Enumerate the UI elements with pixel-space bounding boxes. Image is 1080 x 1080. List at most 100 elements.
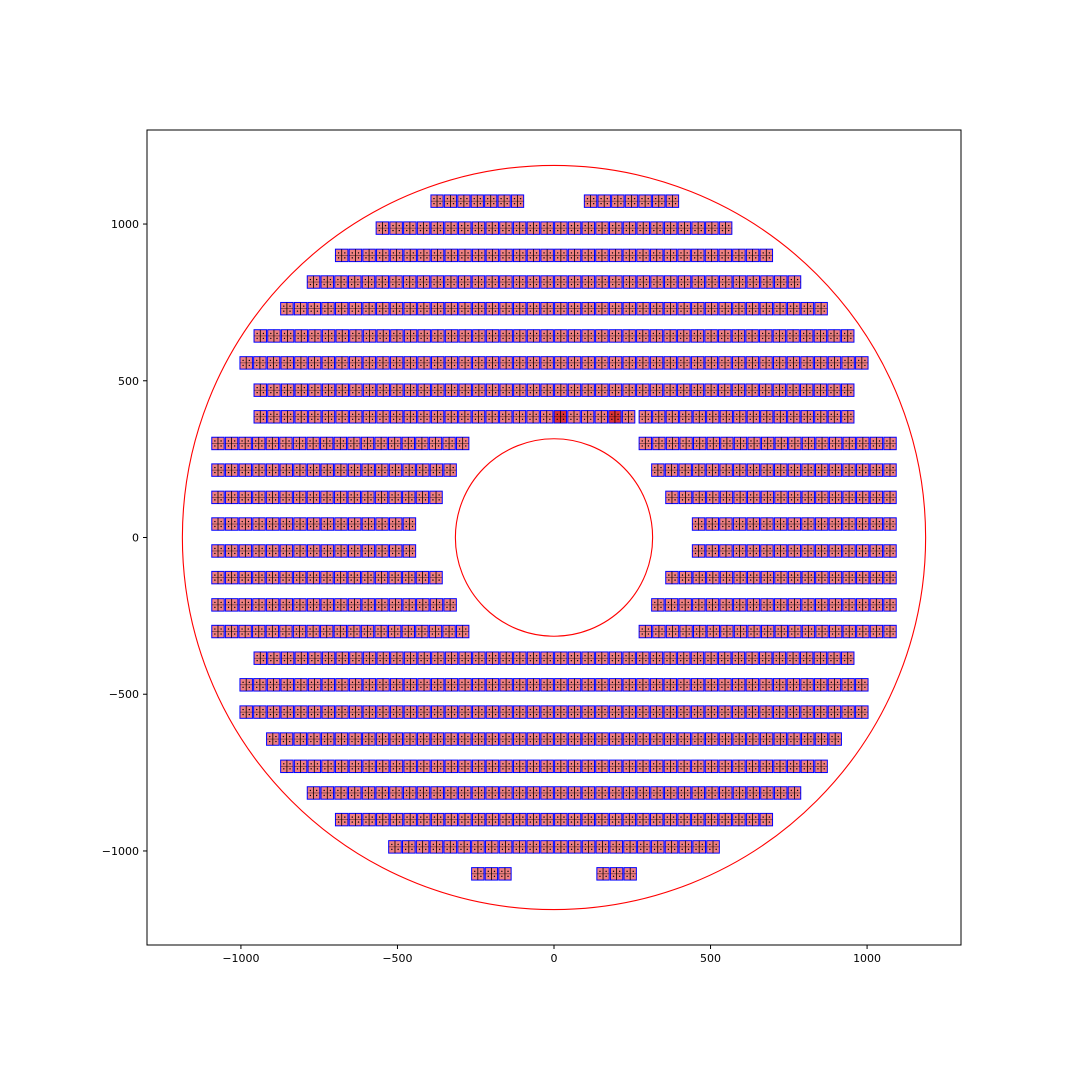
sensor-dot: [603, 418, 606, 421]
sensor-dot: [836, 659, 838, 662]
sensor-dot: [625, 654, 627, 657]
sensor-dot: [275, 686, 278, 689]
sensor-dot: [303, 337, 306, 340]
sensor-dot: [557, 252, 559, 254]
sensor-dot: [543, 654, 545, 657]
sensor-dot: [721, 305, 723, 307]
sensor-dot: [241, 520, 243, 523]
sensor-dot: [687, 499, 690, 501]
sensor-dot: [365, 332, 368, 335]
sensor-dot: [369, 628, 372, 630]
sensor-dot: [700, 364, 702, 367]
sensor-dot: [262, 659, 265, 662]
sensor-dot: [453, 332, 456, 335]
sensor-dot: [426, 708, 428, 711]
sensor-dot: [755, 283, 758, 286]
sensor-dot: [481, 359, 483, 362]
sensor-dot: [614, 202, 616, 205]
sensor-dot: [329, 499, 331, 501]
sensor-dot: [654, 606, 656, 609]
sensor-dot: [521, 418, 524, 421]
sensor-dot: [740, 337, 743, 340]
sensor-dot: [296, 310, 299, 312]
sensor-dot: [433, 310, 436, 312]
sensor-dot: [488, 229, 490, 232]
sensor-dot: [241, 499, 243, 501]
sensor-dot: [406, 686, 408, 689]
sensor-dot: [311, 332, 313, 335]
sensor-dot: [329, 520, 332, 523]
sensor-dot: [810, 494, 813, 496]
sensor-dot: [488, 305, 490, 307]
sensor-dot: [343, 525, 345, 528]
sensor-dot: [790, 471, 793, 474]
sensor-dot: [734, 686, 737, 689]
sensor-dot: [406, 708, 408, 711]
sensor-dot: [447, 364, 449, 367]
module-strip: [554, 356, 869, 370]
sensor-dot: [350, 471, 353, 474]
sensor-dot: [749, 499, 752, 501]
sensor-dot: [655, 628, 657, 630]
sensor-dot: [494, 305, 497, 307]
sensor-dot: [709, 494, 711, 496]
sensor-dot: [434, 659, 436, 662]
sensor-dot: [317, 654, 319, 657]
sensor-dot: [377, 574, 380, 576]
sensor-dot: [474, 278, 476, 281]
sensor-dot: [494, 364, 497, 367]
sensor-dot: [390, 445, 393, 447]
sensor-dot: [818, 633, 820, 635]
sensor-dot: [796, 278, 799, 281]
sensor-dot: [668, 445, 671, 447]
sensor-dot: [324, 418, 327, 421]
sensor-dot: [576, 359, 579, 362]
sensor-dot: [837, 466, 840, 469]
sensor-dot: [802, 391, 805, 394]
sensor-dot: [467, 305, 469, 307]
sensor-dot: [638, 659, 641, 662]
sensor-dot: [324, 359, 326, 362]
sensor-dot: [659, 257, 661, 259]
sensor-dot: [234, 601, 236, 604]
sensor-dot: [241, 574, 243, 576]
sensor-dot: [274, 628, 277, 630]
sensor-dot: [378, 525, 380, 528]
sensor-dot: [254, 445, 257, 447]
sensor-dot: [645, 654, 647, 657]
sensor-dot: [322, 440, 325, 442]
sensor-dot: [727, 332, 729, 335]
sensor-dot: [611, 283, 614, 286]
sensor-dot: [529, 391, 532, 394]
sensor-dot: [584, 310, 586, 312]
sensor-dot: [810, 525, 812, 528]
sensor-dot: [845, 574, 847, 576]
sensor-dot: [433, 359, 436, 362]
sensor-dot: [714, 229, 716, 232]
sensor-dot: [420, 654, 422, 657]
sensor-dot: [508, 310, 510, 312]
sensor-dot: [845, 628, 847, 630]
sensor-dot: [419, 229, 422, 232]
sensor-dot: [377, 440, 379, 442]
sensor-dot: [611, 681, 614, 684]
sensor-dot: [392, 305, 395, 307]
sensor-dot: [763, 633, 766, 635]
sensor-dot: [227, 525, 230, 528]
sensor-dot: [693, 686, 696, 689]
sensor-dot: [783, 283, 785, 286]
sensor-dot: [755, 278, 758, 281]
sensor-dot: [283, 386, 286, 389]
sensor-dot: [707, 310, 710, 312]
sensor-dot: [214, 440, 216, 442]
sensor-dot: [886, 579, 888, 581]
sensor-dot: [668, 413, 670, 416]
sensor-dot: [722, 547, 724, 550]
sensor-dot: [618, 257, 620, 259]
sensor-dot: [611, 659, 614, 662]
sensor-dot: [809, 413, 812, 416]
sensor-dot: [351, 364, 354, 367]
sensor-dot: [337, 283, 339, 286]
sensor-dot: [268, 547, 271, 550]
sensor-dot: [803, 413, 805, 416]
